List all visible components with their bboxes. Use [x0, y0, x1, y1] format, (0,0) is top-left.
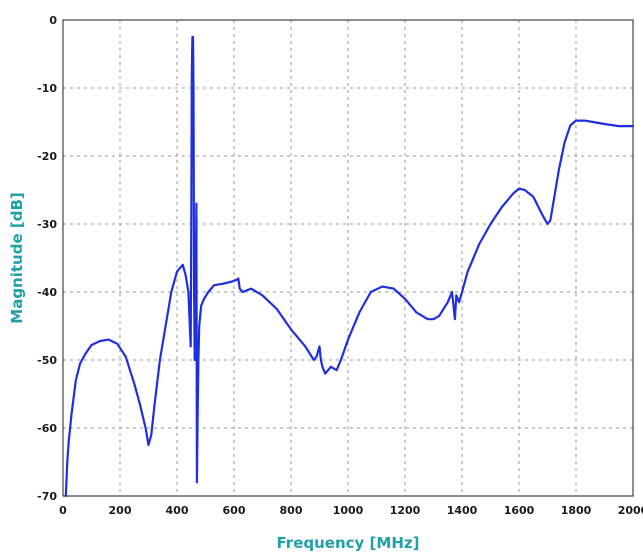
x-tick-label: 1000: [333, 504, 364, 517]
y-tick-label: -20: [37, 150, 57, 163]
plot-frame: [62, 19, 634, 497]
x-axis-label: Frequency [MHz]: [277, 534, 420, 552]
y-tick-label: -30: [37, 218, 57, 231]
x-tick-label: 1200: [390, 504, 421, 517]
y-tick-label: -50: [37, 354, 57, 367]
x-tick-label: 1600: [504, 504, 535, 517]
y-tick-label: 0: [49, 14, 57, 27]
y-tick-label: -10: [37, 82, 57, 95]
x-tick-label: 0: [59, 504, 67, 517]
y-tick-label: -40: [37, 286, 57, 299]
y-tick-label: -70: [37, 490, 57, 503]
x-tick-label: 600: [223, 504, 246, 517]
y-tick-labels: 0 -10 -20 -30 -40 -50 -60 -70: [37, 14, 57, 503]
x-tick-label: 400: [166, 504, 189, 517]
x-tick-label: 200: [109, 504, 132, 517]
x-tick-label: 1800: [561, 504, 592, 517]
x-tick-label: 800: [280, 504, 303, 517]
grid: [63, 20, 633, 496]
magnitude-series-line: [64, 35, 635, 498]
y-tick-label: -60: [37, 422, 57, 435]
series-layer: [64, 35, 635, 498]
y-axis-label: Magnitude [dB]: [8, 192, 26, 323]
x-tick-label: 1400: [447, 504, 478, 517]
